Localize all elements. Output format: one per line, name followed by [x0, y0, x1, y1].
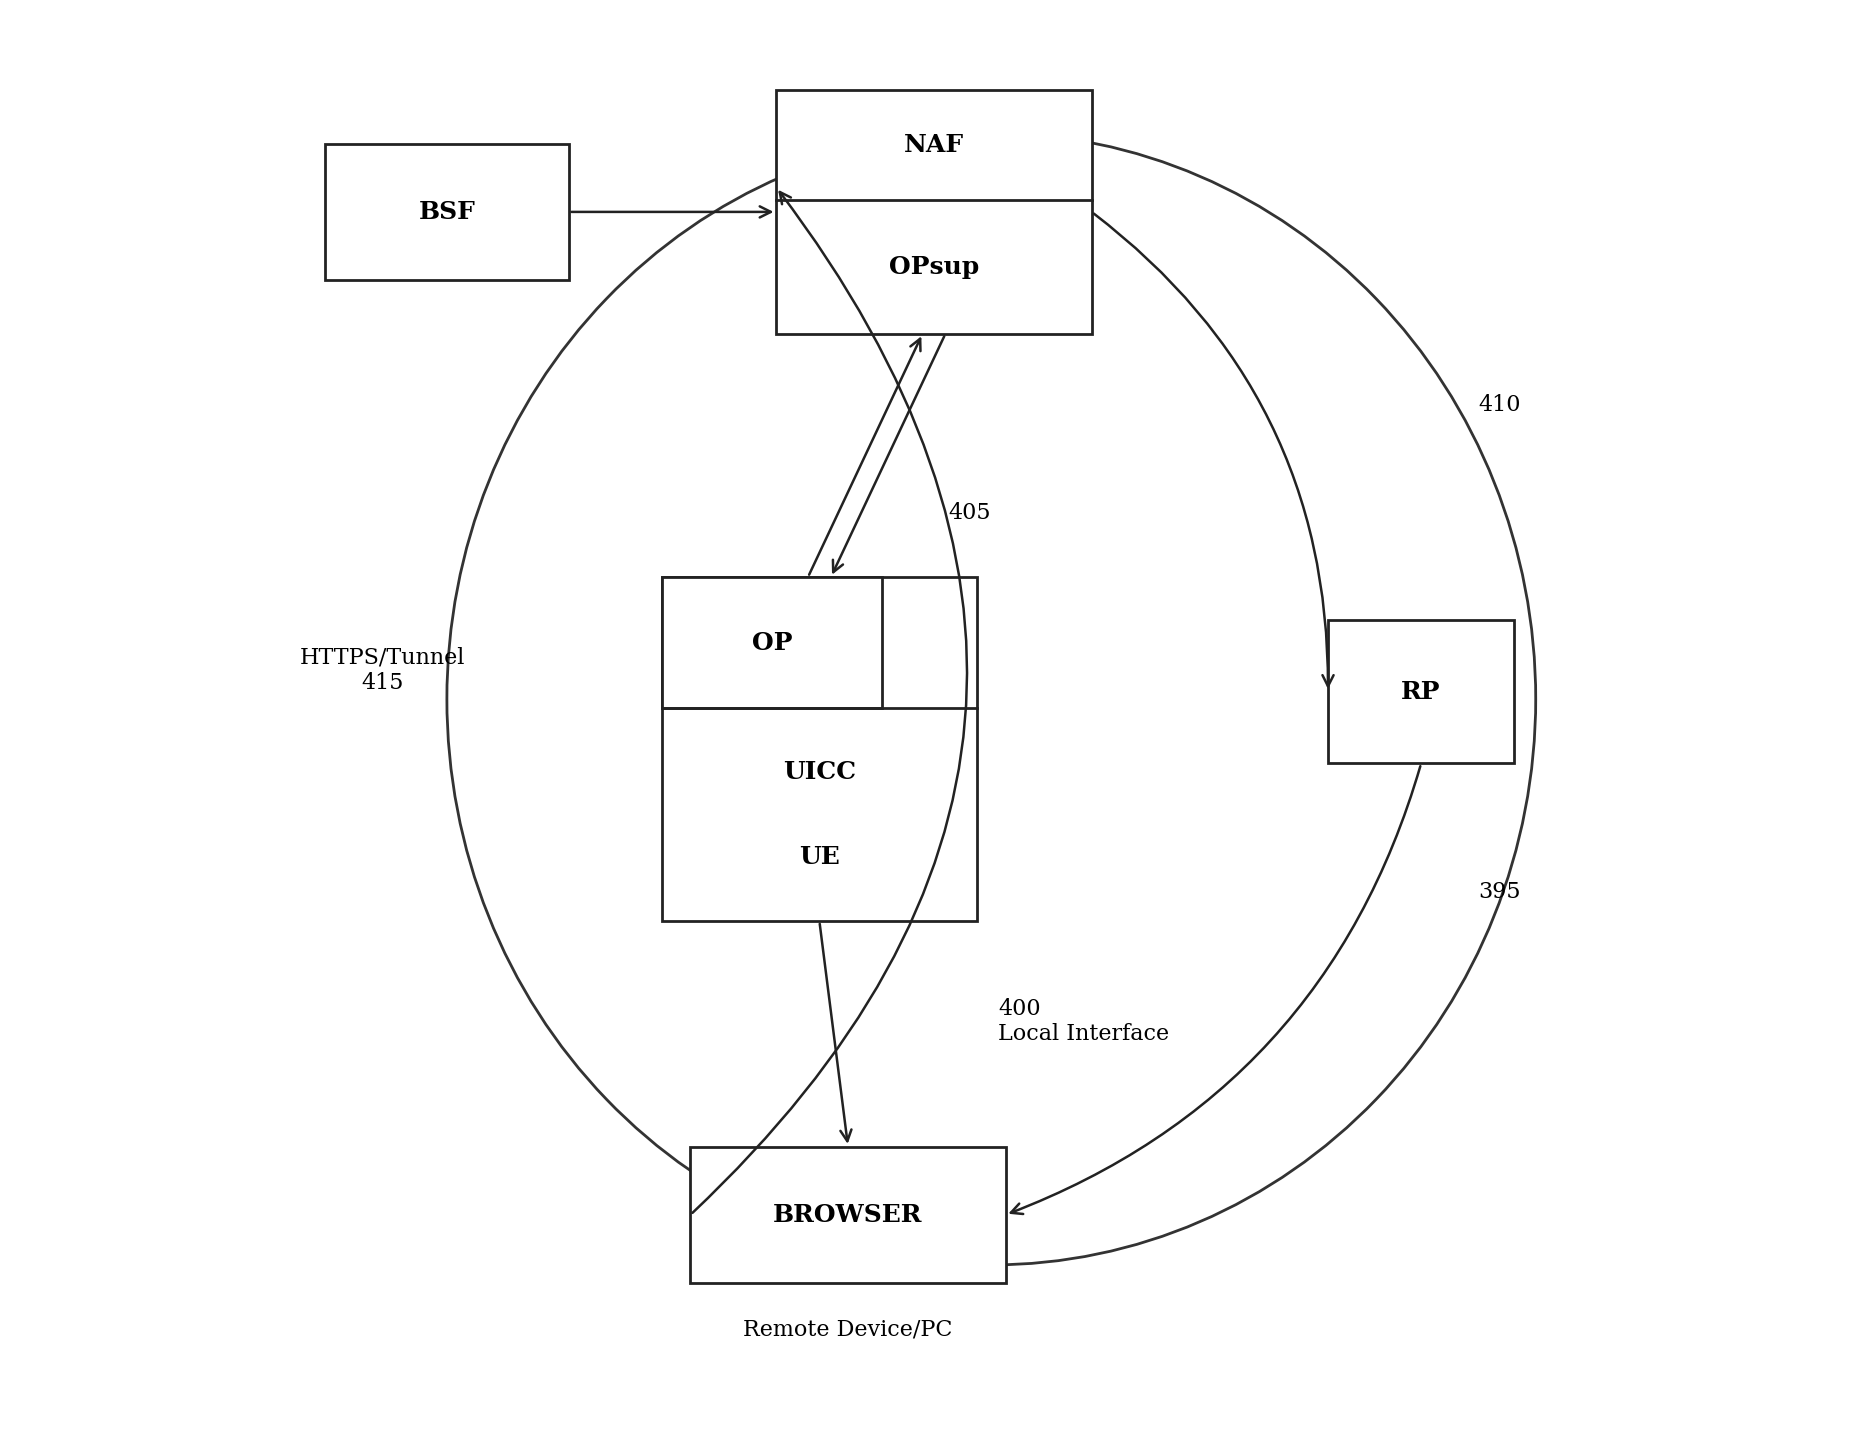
Bar: [661, 578, 882, 708]
Text: BROWSER: BROWSER: [773, 1203, 923, 1226]
Text: 395: 395: [1479, 882, 1521, 904]
Text: HTTPS/Tunnel
415: HTTPS/Tunnel 415: [299, 647, 465, 695]
Text: OPsup: OPsup: [889, 255, 979, 278]
Bar: [661, 578, 977, 921]
Bar: [325, 144, 568, 280]
Text: BSF: BSF: [418, 200, 474, 223]
Text: 405: 405: [949, 501, 992, 523]
Text: 410: 410: [1479, 395, 1521, 416]
Text: NAF: NAF: [904, 133, 964, 157]
Text: 400
Local Interface: 400 Local Interface: [999, 997, 1169, 1045]
Text: UICC: UICC: [783, 759, 856, 784]
Text: RP: RP: [1401, 680, 1440, 703]
Text: OP: OP: [751, 631, 792, 654]
Bar: [1328, 620, 1515, 764]
Bar: [691, 1147, 1005, 1282]
Bar: [777, 91, 1091, 334]
Text: UE: UE: [800, 846, 841, 869]
Text: Remote Device/PC: Remote Device/PC: [743, 1319, 953, 1340]
